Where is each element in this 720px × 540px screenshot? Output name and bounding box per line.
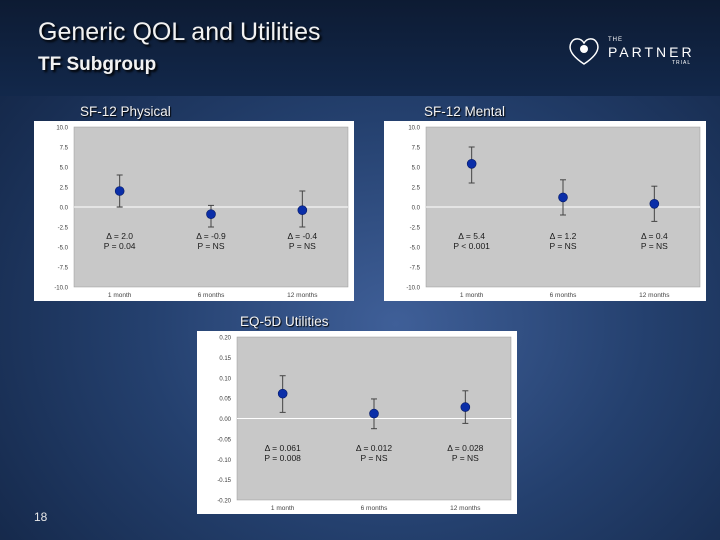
- data-point: [460, 402, 471, 412]
- y-tick-label: -5.0: [410, 246, 421, 252]
- p-value-annotation: P = NS: [641, 241, 668, 251]
- y-tick-label: 0.05: [219, 397, 231, 403]
- y-tick-label: 7.5: [60, 146, 69, 152]
- y-tick-label: 10.0: [56, 126, 68, 132]
- y-tick-label: 2.5: [412, 186, 421, 192]
- heart-logo-icon: [569, 38, 599, 65]
- logo-the-text: THE: [608, 37, 623, 43]
- y-tick-label: -5.0: [58, 246, 69, 252]
- data-point: [114, 186, 125, 196]
- y-tick-label: 10.0: [408, 126, 420, 132]
- chart-title-eq5d: EQ-5D Utilities: [240, 314, 329, 329]
- data-point: [369, 408, 379, 419]
- logo-trial-text: TRIAL: [672, 60, 692, 66]
- y-tick-label: -10.0: [54, 286, 68, 292]
- y-tick-label: -10.0: [406, 286, 420, 292]
- y-tick-label: 5.0: [60, 166, 69, 172]
- x-tick-label: 12 months: [639, 292, 670, 299]
- slide-title: Generic QOL and Utilities: [38, 18, 321, 46]
- x-tick-label: 6 months: [198, 292, 225, 299]
- y-tick-label: 0.0: [412, 206, 421, 212]
- delta-annotation: Δ = -0.9: [196, 231, 226, 241]
- y-tick-label: -0.15: [217, 478, 231, 484]
- y-tick-label: 0.0: [60, 206, 69, 212]
- page-number: 18: [34, 510, 48, 524]
- logo-partner-text: PARTNER: [608, 44, 695, 60]
- data-point: [649, 199, 660, 209]
- data-point: [558, 192, 568, 203]
- delta-annotation: Δ = 0.012: [356, 443, 392, 453]
- partner-trial-logo: THE PARTNER TRIAL: [566, 34, 706, 68]
- y-tick-label: -7.5: [58, 266, 69, 272]
- delta-annotation: Δ = 5.4: [458, 231, 485, 241]
- delta-annotation: Δ = 0.4: [641, 231, 668, 241]
- x-tick-label: 6 months: [550, 292, 577, 299]
- chart-title-sf12-physical: SF-12 Physical: [80, 104, 171, 119]
- y-tick-label: 2.5: [60, 186, 69, 192]
- y-tick-label: 5.0: [412, 166, 421, 172]
- p-value-annotation: P = NS: [452, 453, 479, 463]
- y-tick-label: -0.10: [217, 458, 231, 464]
- y-tick-label: -2.5: [410, 226, 421, 232]
- header-banner: [0, 0, 720, 96]
- delta-annotation: Δ = 1.2: [550, 231, 577, 241]
- p-value-annotation: P = 0.008: [264, 453, 301, 463]
- eq5d-chart: 0.20 0.15 0.10 0.05 0.00 -0.05 -0.10 -0.15 -0.20…: [197, 331, 517, 514]
- delta-annotation: Δ = 2.0: [106, 231, 133, 241]
- p-value-annotation: P = NS: [360, 453, 387, 463]
- x-tick-label: 12 months: [287, 292, 318, 299]
- x-tick-label: 12 months: [450, 505, 481, 512]
- x-tick-label: 1 month: [108, 292, 132, 299]
- data-point: [206, 209, 216, 219]
- p-value-annotation: P = NS: [549, 241, 576, 251]
- data-point: [466, 158, 477, 169]
- data-point: [297, 205, 308, 215]
- sf12-physical-chart: 10.0 7.5 5.0 2.5 0.0 -2.5 -5.0 -7.5 -10.0 1 month…: [34, 121, 354, 301]
- delta-annotation: Δ = 0.028: [447, 443, 483, 453]
- y-tick-label: -7.5: [410, 266, 421, 272]
- y-tick-label: -2.5: [58, 226, 69, 232]
- slide-subtitle: TF Subgroup: [38, 54, 157, 75]
- chart-title-sf12-mental: SF-12 Mental: [424, 104, 506, 119]
- x-tick-label: 1 month: [460, 292, 484, 299]
- y-tick-label: 0.00: [219, 417, 231, 423]
- y-tick-label: 7.5: [412, 146, 421, 152]
- data-point: [277, 388, 288, 399]
- y-tick-label: -0.05: [217, 437, 231, 443]
- p-value-annotation: P = NS: [289, 241, 316, 251]
- p-value-annotation: P = NS: [197, 241, 224, 251]
- y-tick-label: 0.20: [219, 336, 231, 342]
- y-tick-label: 0.10: [219, 376, 231, 382]
- sf12-mental-chart: 10.0 7.5 5.0 2.5 0.0 -2.5 -5.0 -7.5 -10.0 1 month…: [384, 121, 706, 301]
- p-value-annotation: P = 0.04: [104, 241, 136, 251]
- y-tick-label: 0.15: [219, 356, 231, 362]
- x-tick-label: 6 months: [361, 505, 388, 512]
- delta-annotation: Δ = 0.061: [265, 443, 301, 453]
- y-tick-label: -0.20: [217, 499, 231, 505]
- p-value-annotation: P < 0.001: [453, 241, 490, 251]
- delta-annotation: Δ = -0.4: [288, 231, 318, 241]
- x-tick-label: 1 month: [271, 505, 295, 512]
